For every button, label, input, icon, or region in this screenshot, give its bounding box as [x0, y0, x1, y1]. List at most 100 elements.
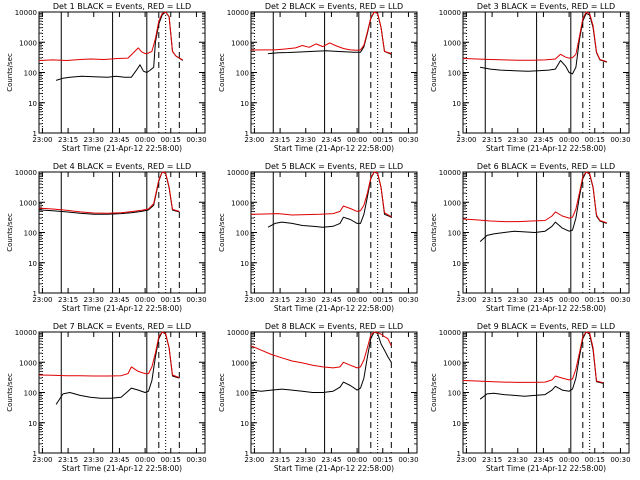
series-line-lld — [38, 331, 180, 379]
panel-det-6: 1 10 100 1000 10000 23:00 23:15 23:30 23:45 00:00… — [430, 162, 631, 313]
y-tick-label: 100 — [24, 230, 37, 238]
series-line-events — [479, 171, 607, 242]
series-line-events — [250, 331, 392, 393]
series-line-events — [55, 11, 184, 81]
x-tick-label: 23:00 — [244, 456, 264, 464]
y-axis-label: Counts/sec — [218, 373, 226, 412]
y-tick-label: 10 — [452, 420, 461, 428]
x-tick-label: 00:15 — [161, 456, 181, 464]
x-tick-label: 23:30 — [296, 136, 316, 144]
x-tick-label: 00:30 — [398, 296, 418, 304]
plot-title: Det 9 BLACK = Events, RED = LLD — [477, 322, 615, 331]
x-axis-label: Start Time (21-Apr-12 22:58:00) — [62, 464, 182, 473]
y-tick-label: 1 — [245, 450, 249, 458]
plot-title: Det 3 BLACK = Events, RED = LLD — [477, 2, 615, 11]
x-tick-label: 23:15 — [58, 296, 78, 304]
y-tick-label: 100 — [236, 390, 249, 398]
x-tick-label: 23:15 — [58, 136, 78, 144]
x-tick-label: 00:00 — [347, 296, 367, 304]
y-axis-label: Counts/sec — [6, 53, 14, 92]
y-tick-label: 1000 — [443, 199, 461, 207]
y-tick-label: 1 — [457, 130, 461, 138]
x-tick-label: 23:00 — [456, 296, 476, 304]
y-tick-label: 1000 — [19, 39, 37, 47]
x-tick-label: 23:30 — [84, 296, 104, 304]
y-tick-label: 10000 — [227, 9, 249, 17]
x-tick-label: 00:30 — [398, 136, 418, 144]
x-tick-label: 23:45 — [109, 136, 129, 144]
x-tick-label: 00:15 — [373, 136, 393, 144]
x-tick-label: 23:30 — [508, 136, 528, 144]
plot-title: Det 7 BLACK = Events, RED = LLD — [53, 322, 191, 331]
x-tick-label: 23:45 — [533, 456, 553, 464]
panel-det-2: 1 10 100 1000 10000 23:00 23:15 23:30 23:45 00:00… — [218, 2, 419, 153]
x-tick-label: 00:15 — [161, 136, 181, 144]
x-tick-label: 23:00 — [244, 136, 264, 144]
y-tick-label: 100 — [448, 70, 461, 78]
y-tick-label: 10000 — [15, 9, 37, 17]
y-tick-label: 1 — [457, 450, 461, 458]
x-tick-label: 00:15 — [373, 456, 393, 464]
x-axis-label: Start Time (21-Apr-12 22:58:00) — [486, 304, 606, 313]
y-tick-label: 1000 — [231, 39, 249, 47]
series-line-lld — [38, 11, 184, 61]
x-axis-label: Start Time (21-Apr-12 22:58:00) — [62, 304, 182, 313]
x-axis-label: Start Time (21-Apr-12 22:58:00) — [274, 464, 394, 473]
x-tick-label: 23:30 — [84, 136, 104, 144]
y-axis-label: Counts/sec — [218, 53, 226, 92]
x-tick-label: 23:15 — [482, 136, 502, 144]
x-axis-label: Start Time (21-Apr-12 22:58:00) — [274, 304, 394, 313]
plot-frame — [462, 171, 630, 294]
series-line-lld — [250, 171, 392, 218]
x-tick-label: 00:30 — [610, 296, 630, 304]
plot-title: Det 4 BLACK = Events, RED = LLD — [53, 162, 191, 171]
x-tick-label: 23:00 — [456, 136, 476, 144]
plot-title: Det 2 BLACK = Events, RED = LLD — [265, 2, 403, 11]
series-line-lld — [462, 11, 607, 63]
x-tick-label: 00:15 — [585, 456, 605, 464]
x-tick-label: 23:30 — [296, 296, 316, 304]
x-axis-label: Start Time (21-Apr-12 22:58:00) — [62, 144, 182, 153]
y-tick-label: 10 — [240, 100, 249, 108]
x-axis-label: Start Time (21-Apr-12 22:58:00) — [486, 464, 606, 473]
x-tick-label: 00:15 — [585, 136, 605, 144]
y-tick-label: 1000 — [231, 359, 249, 367]
y-axis-label: Counts/sec — [430, 213, 438, 252]
x-tick-label: 23:00 — [32, 296, 52, 304]
y-tick-label: 10 — [28, 100, 37, 108]
plot-frame — [38, 11, 206, 134]
x-tick-label: 23:30 — [296, 456, 316, 464]
series-line-lld — [250, 11, 392, 55]
y-tick-label: 100 — [24, 70, 37, 78]
x-tick-label: 00:00 — [559, 456, 579, 464]
x-tick-label: 23:15 — [270, 456, 290, 464]
series-line-events — [479, 331, 604, 400]
y-tick-label: 1 — [33, 450, 37, 458]
series-line-lld — [250, 331, 392, 369]
plot-frame — [38, 171, 206, 294]
y-tick-label: 10 — [240, 420, 249, 428]
y-tick-label: 10000 — [227, 169, 249, 177]
x-tick-label: 23:45 — [321, 136, 341, 144]
y-tick-label: 100 — [24, 390, 37, 398]
plot-title: Det 1 BLACK = Events, RED = LLD — [53, 2, 191, 11]
y-tick-label: 10 — [452, 100, 461, 108]
series-line-lld — [38, 171, 180, 214]
y-tick-label: 100 — [448, 390, 461, 398]
y-tick-label: 1000 — [19, 199, 37, 207]
series-line-lld — [462, 331, 604, 384]
x-tick-label: 23:15 — [482, 456, 502, 464]
x-tick-label: 23:00 — [32, 136, 52, 144]
y-axis-label: Counts/sec — [218, 213, 226, 252]
y-tick-label: 1000 — [19, 359, 37, 367]
panel-det-5: 1 10 100 1000 10000 23:00 23:15 23:30 23:45 00:00… — [218, 162, 419, 313]
y-axis-label: Counts/sec — [430, 53, 438, 92]
x-axis-label: Start Time (21-Apr-12 22:58:00) — [486, 144, 606, 153]
x-tick-label: 23:30 — [508, 296, 528, 304]
x-tick-label: 23:15 — [58, 456, 78, 464]
plot-title: Det 6 BLACK = Events, RED = LLD — [477, 162, 615, 171]
x-tick-label: 23:45 — [533, 136, 553, 144]
x-tick-label: 23:45 — [321, 456, 341, 464]
y-tick-label: 10 — [240, 260, 249, 268]
y-tick-label: 10 — [28, 260, 37, 268]
